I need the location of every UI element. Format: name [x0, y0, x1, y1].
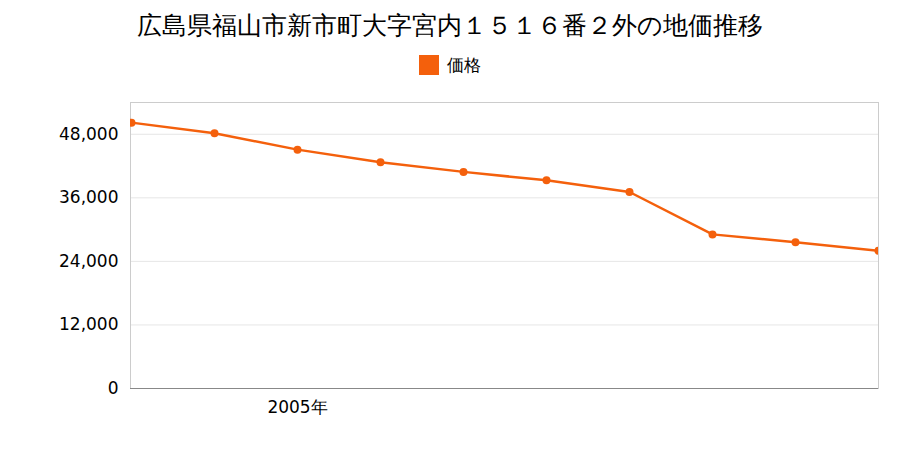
svg-text:24,000: 24,000 — [59, 251, 118, 271]
svg-text:48,000: 48,000 — [59, 124, 118, 144]
svg-text:36,000: 36,000 — [59, 187, 118, 207]
html-text:価格: 価格 — [447, 54, 481, 75]
html-text:広島県福山市新市町大字宮内１５１６番２外の地価推移: 広島県福山市新市町大字宮内１５１６番２外の地価推移 — [137, 11, 763, 40]
svg-text:0: 0 — [108, 378, 119, 398]
svg-text:2005年: 2005年 — [267, 397, 327, 417]
svg-text:12,000: 12,000 — [59, 314, 118, 334]
